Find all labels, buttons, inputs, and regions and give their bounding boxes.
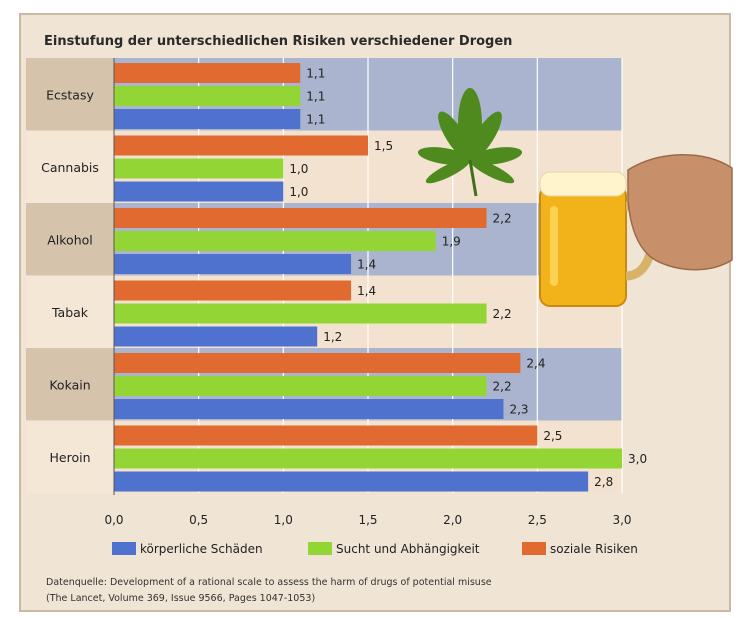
- category-label-cannabis: Cannabis: [41, 160, 99, 175]
- category-label-alkohol: Alkohol: [47, 232, 93, 247]
- chart-title: Einstufung der unterschiedlichen Risiken…: [44, 34, 512, 49]
- value-label-sucht-und-abhaengigkeit-alkohol: 1,9: [442, 235, 461, 249]
- value-label-koerperliche-schaeden-ecstasy: 1,1: [306, 113, 325, 127]
- bar-soziale-risiken-alkohol: [114, 208, 487, 228]
- bar-koerperliche-schaeden-ecstasy: [114, 109, 301, 129]
- cannabis-leaf-icon: [417, 88, 523, 197]
- x-tick-label-0: 0,0: [104, 513, 123, 527]
- legend-swatch-soziale-risiken: [522, 542, 546, 555]
- bar-koerperliche-schaeden-kokain: [114, 399, 504, 419]
- value-label-sucht-und-abhaengigkeit-tabak: 2,2: [493, 307, 512, 321]
- bar-sucht-und-abhaengigkeit-tabak: [114, 303, 487, 324]
- value-label-koerperliche-schaeden-tabak: 1,2: [323, 330, 342, 344]
- bar-sucht-und-abhaengigkeit-heroin: [114, 448, 622, 469]
- bar-sucht-und-abhaengigkeit-ecstasy: [114, 86, 301, 106]
- value-label-soziale-risiken-kokain: 2,4: [526, 357, 545, 371]
- category-label-tabak: Tabak: [51, 305, 89, 320]
- bar-koerperliche-schaeden-heroin: [114, 471, 589, 492]
- value-label-koerperliche-schaeden-cannabis: 1,0: [289, 185, 308, 199]
- bar-koerperliche-schaeden-cannabis: [114, 181, 284, 202]
- legend-label-soziale-risiken: soziale Risiken: [550, 542, 638, 556]
- x-tick-label-2: 1,0: [274, 513, 293, 527]
- bar-sucht-und-abhaengigkeit-kokain: [114, 376, 487, 396]
- legend-label-sucht-und-abhaengigkeit: Sucht und Abhängigkeit: [336, 542, 480, 556]
- bar-soziale-risiken-cannabis: [114, 135, 368, 156]
- category-cell-alkohol: [26, 203, 114, 276]
- x-tick-label-5: 2,5: [528, 513, 547, 527]
- legend-label-koerperliche-schaeden: körperliche Schäden: [140, 542, 263, 556]
- value-label-sucht-und-abhaengigkeit-cannabis: 1,0: [289, 162, 308, 176]
- legend-swatch-sucht-und-abhaengigkeit: [308, 542, 332, 555]
- bar-sucht-und-abhaengigkeit-alkohol: [114, 231, 436, 251]
- value-label-soziale-risiken-ecstasy: 1,1: [306, 67, 325, 81]
- value-label-sucht-und-abhaengigkeit-kokain: 2,2: [493, 380, 512, 394]
- category-cell-tabak: [26, 275, 114, 348]
- source-line-1: Datenquelle: Development of a rational s…: [46, 577, 492, 588]
- value-label-soziale-risiken-tabak: 1,4: [357, 284, 376, 298]
- bar-soziale-risiken-kokain: [114, 353, 521, 373]
- bar-soziale-risiken-tabak: [114, 280, 352, 301]
- x-tick-label-4: 2,0: [443, 513, 462, 527]
- bar-koerperliche-schaeden-alkohol: [114, 254, 352, 274]
- value-label-soziale-risiken-heroin: 2,5: [543, 429, 562, 443]
- bar-soziale-risiken-ecstasy: [114, 63, 301, 83]
- category-label-ecstasy: Ecstasy: [46, 87, 94, 102]
- value-label-koerperliche-schaeden-heroin: 2,8: [594, 475, 613, 489]
- category-label-heroin: Heroin: [50, 450, 91, 465]
- category-cell-kokain: [26, 348, 114, 421]
- value-label-koerperliche-schaeden-alkohol: 1,4: [357, 258, 376, 272]
- value-label-koerperliche-schaeden-kokain: 2,3: [509, 403, 528, 417]
- value-label-sucht-und-abhaengigkeit-heroin: 3,0: [628, 452, 647, 466]
- x-tick-label-6: 3,0: [612, 513, 631, 527]
- value-label-soziale-risiken-alkohol: 2,2: [493, 212, 512, 226]
- legend-swatch-koerperliche-schaeden: [112, 542, 136, 555]
- bar-sucht-und-abhaengigkeit-cannabis: [114, 158, 284, 179]
- bar-soziale-risiken-heroin: [114, 425, 538, 446]
- x-tick-label-1: 0,5: [189, 513, 208, 527]
- value-label-soziale-risiken-cannabis: 1,5: [374, 139, 393, 153]
- bar-koerperliche-schaeden-tabak: [114, 326, 318, 347]
- x-tick-label-3: 1,5: [358, 513, 377, 527]
- source-line-2: (The Lancet, Volume 369, Issue 9566, Pag…: [46, 593, 315, 604]
- beer-mug-icon: [539, 154, 733, 307]
- category-cell-cannabis: [26, 130, 114, 203]
- category-cell-heroin: [26, 420, 114, 493]
- category-label-kokain: Kokain: [49, 377, 90, 392]
- value-label-sucht-und-abhaengigkeit-ecstasy: 1,1: [306, 90, 325, 104]
- category-cell-ecstasy: [26, 58, 114, 131]
